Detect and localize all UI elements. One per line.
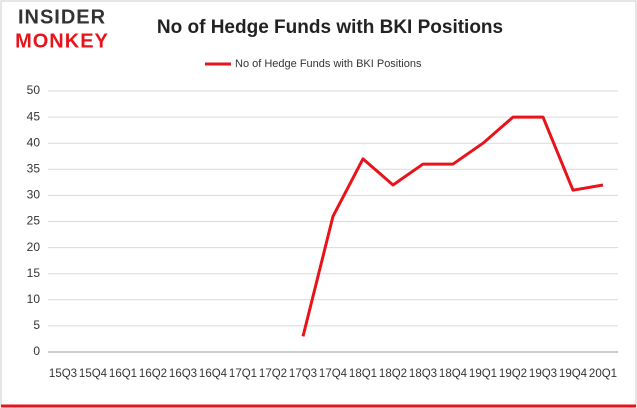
x-tick-label: 19Q2 — [499, 368, 527, 380]
y-tick-label: 45 — [27, 109, 41, 123]
y-tick-label: 0 — [33, 344, 40, 358]
x-tick-label: 17Q1 — [229, 368, 257, 380]
x-tick-label: 18Q4 — [439, 368, 468, 380]
y-tick-label: 25 — [27, 214, 41, 228]
x-tick-label: 19Q3 — [529, 368, 557, 380]
x-tick-label: 17Q3 — [289, 368, 317, 380]
y-tick-label: 20 — [27, 240, 41, 254]
y-tick-label: 10 — [27, 292, 41, 306]
y-tick-label: 30 — [27, 188, 41, 202]
y-tick-label: 5 — [33, 318, 40, 332]
x-tick-label: 15Q4 — [79, 368, 108, 380]
logo-line: INSIDER — [18, 6, 106, 28]
x-tick-label: 17Q2 — [259, 368, 287, 380]
x-tick-label: 18Q3 — [409, 368, 437, 380]
y-tick-label: 35 — [27, 161, 41, 175]
logo-line: MONKEY — [15, 30, 109, 52]
x-tick-label: 16Q2 — [139, 368, 167, 380]
x-tick-label: 19Q4 — [559, 368, 588, 380]
x-tick-label: 18Q1 — [349, 368, 377, 380]
x-tick-label: 19Q1 — [469, 368, 497, 380]
x-tick-label: 17Q4 — [319, 368, 348, 380]
chart-title: No of Hedge Funds with BKI Positions — [157, 17, 503, 38]
line-series — [301, 115, 604, 337]
x-tick-label: 16Q3 — [169, 368, 197, 380]
x-tick-label: 20Q1 — [589, 368, 617, 380]
x-tick-label: 16Q4 — [199, 368, 228, 380]
y-tick-label: 50 — [27, 83, 41, 97]
x-tick-label: 15Q3 — [49, 368, 77, 380]
legend-label: No of Hedge Funds with BKI Positions — [235, 58, 422, 70]
y-tick-label: 15 — [27, 266, 41, 280]
y-tick-label: 40 — [27, 135, 41, 149]
x-tick-label: 16Q1 — [109, 368, 137, 380]
x-tick-label: 18Q2 — [379, 368, 407, 380]
